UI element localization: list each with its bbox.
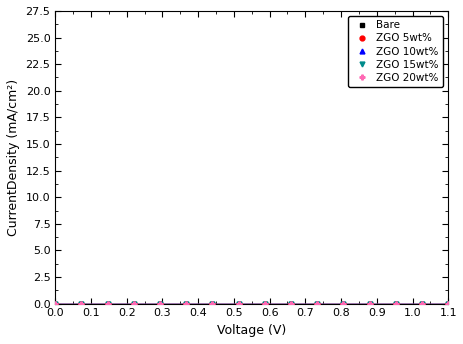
ZGO 10wt%: [288, 302, 293, 306]
X-axis label: Voltage (V): Voltage (V): [217, 324, 286, 337]
ZGO 10wt%: [340, 302, 345, 306]
ZGO 15wt%: [105, 302, 110, 306]
Bare: [314, 302, 319, 306]
ZGO 20wt%: [262, 302, 267, 306]
ZGO 5wt%: [105, 302, 110, 306]
Bare: [209, 302, 215, 306]
ZGO 20wt%: [131, 302, 136, 306]
ZGO 15wt%: [444, 302, 450, 306]
Line: ZGO 5wt%: ZGO 5wt%: [53, 301, 450, 306]
ZGO 10wt%: [235, 302, 241, 306]
ZGO 20wt%: [392, 302, 398, 306]
ZGO 20wt%: [314, 302, 319, 306]
Y-axis label: CurrentDensity (mA/cm²): CurrentDensity (mA/cm²): [7, 79, 20, 236]
ZGO 10wt%: [105, 302, 110, 306]
ZGO 10wt%: [366, 302, 372, 306]
Bare: [52, 302, 58, 306]
ZGO 5wt%: [262, 302, 267, 306]
Bare: [288, 302, 293, 306]
ZGO 20wt%: [444, 302, 450, 306]
ZGO 10wt%: [52, 302, 58, 306]
ZGO 15wt%: [366, 302, 372, 306]
ZGO 20wt%: [366, 302, 372, 306]
Bare: [131, 302, 136, 306]
ZGO 10wt%: [131, 302, 136, 306]
Line: ZGO 10wt%: ZGO 10wt%: [53, 301, 450, 306]
ZGO 15wt%: [183, 302, 188, 306]
Bare: [444, 302, 450, 306]
ZGO 15wt%: [157, 302, 163, 306]
ZGO 10wt%: [392, 302, 398, 306]
Legend: Bare, ZGO 5wt%, ZGO 10wt%, ZGO 15wt%, ZGO 20wt%: Bare, ZGO 5wt%, ZGO 10wt%, ZGO 15wt%, ZG…: [348, 16, 442, 87]
ZGO 20wt%: [340, 302, 345, 306]
ZGO 5wt%: [235, 302, 241, 306]
Bare: [419, 302, 424, 306]
ZGO 15wt%: [262, 302, 267, 306]
ZGO 15wt%: [52, 302, 58, 306]
ZGO 5wt%: [288, 302, 293, 306]
ZGO 15wt%: [340, 302, 345, 306]
ZGO 10wt%: [262, 302, 267, 306]
ZGO 10wt%: [183, 302, 188, 306]
ZGO 20wt%: [288, 302, 293, 306]
Bare: [79, 302, 84, 306]
ZGO 10wt%: [419, 302, 424, 306]
ZGO 20wt%: [209, 302, 215, 306]
ZGO 15wt%: [314, 302, 319, 306]
Bare: [105, 302, 110, 306]
ZGO 5wt%: [209, 302, 215, 306]
ZGO 15wt%: [209, 302, 215, 306]
Bare: [183, 302, 188, 306]
ZGO 15wt%: [79, 302, 84, 306]
ZGO 10wt%: [209, 302, 215, 306]
ZGO 20wt%: [52, 302, 58, 306]
ZGO 5wt%: [183, 302, 188, 306]
ZGO 10wt%: [444, 302, 450, 306]
ZGO 15wt%: [419, 302, 424, 306]
ZGO 10wt%: [314, 302, 319, 306]
ZGO 15wt%: [288, 302, 293, 306]
ZGO 5wt%: [419, 302, 424, 306]
Line: Bare: Bare: [53, 301, 450, 306]
ZGO 20wt%: [419, 302, 424, 306]
ZGO 5wt%: [366, 302, 372, 306]
ZGO 20wt%: [105, 302, 110, 306]
ZGO 15wt%: [235, 302, 241, 306]
ZGO 5wt%: [314, 302, 319, 306]
ZGO 5wt%: [392, 302, 398, 306]
Line: ZGO 20wt%: ZGO 20wt%: [53, 301, 450, 306]
ZGO 5wt%: [157, 302, 163, 306]
Bare: [392, 302, 398, 306]
ZGO 5wt%: [131, 302, 136, 306]
ZGO 20wt%: [183, 302, 188, 306]
ZGO 5wt%: [340, 302, 345, 306]
ZGO 10wt%: [157, 302, 163, 306]
Bare: [235, 302, 241, 306]
ZGO 5wt%: [52, 302, 58, 306]
ZGO 5wt%: [444, 302, 450, 306]
Bare: [366, 302, 372, 306]
ZGO 15wt%: [392, 302, 398, 306]
Bare: [157, 302, 163, 306]
Bare: [340, 302, 345, 306]
ZGO 15wt%: [131, 302, 136, 306]
ZGO 5wt%: [79, 302, 84, 306]
Line: ZGO 15wt%: ZGO 15wt%: [53, 301, 450, 306]
ZGO 20wt%: [235, 302, 241, 306]
ZGO 20wt%: [79, 302, 84, 306]
ZGO 20wt%: [157, 302, 163, 306]
ZGO 10wt%: [79, 302, 84, 306]
Bare: [262, 302, 267, 306]
